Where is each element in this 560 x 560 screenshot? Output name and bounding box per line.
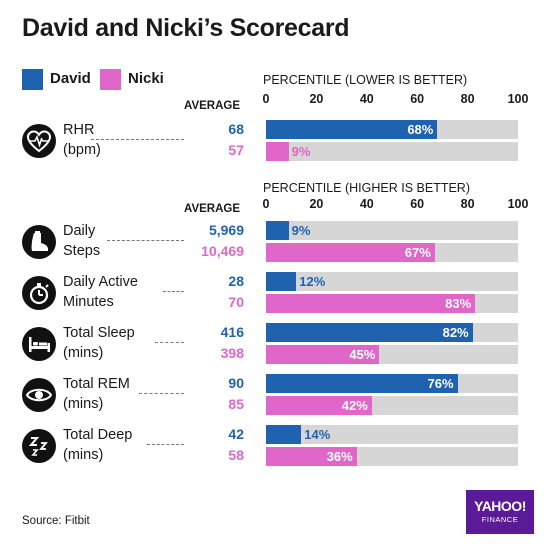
david-bar (266, 221, 289, 240)
david-average-value: 68 (228, 121, 244, 137)
nicki-average-value: 70 (228, 294, 244, 310)
logo-line1: YAHOO! (474, 498, 526, 514)
david-bar-label: 9% (291, 223, 311, 238)
heart-pulse-icon (22, 124, 56, 158)
nicki-bar-label: 9% (291, 144, 311, 159)
leader-line (107, 240, 184, 241)
nicki-bar-track (266, 142, 518, 161)
leader-line (139, 393, 184, 394)
tick-label: 60 (410, 197, 425, 211)
david-bar-track (266, 272, 518, 291)
metric-label-line1: Daily Active (63, 274, 138, 290)
leader-line (147, 444, 184, 445)
nicki-average-value: 57 (228, 142, 244, 158)
nicki-bar (266, 447, 357, 466)
metric-label-line2: (bpm) (63, 142, 101, 158)
metric-label-line2: (mins) (63, 396, 104, 412)
legend-label-nicki: Nicki (128, 70, 164, 87)
source-note: Source: Fitbit (22, 515, 90, 527)
axis-title-text: PERCENTILE (263, 181, 342, 195)
nicki-bar-label: 42% (341, 398, 368, 413)
leader-line (163, 291, 184, 292)
metric-label-line2: (mins) (63, 345, 104, 361)
tick-label: 100 (507, 197, 529, 211)
tick-label: 60 (410, 92, 425, 106)
tick-label: 100 (507, 92, 529, 106)
nicki-bar-label: 83% (445, 296, 472, 311)
david-bar (266, 323, 473, 342)
nicki-bar (266, 345, 380, 364)
average-header-lower: AVERAGE (184, 100, 241, 112)
axis-title-lower: PERCENTILE (LOWER IS BETTER) (263, 73, 467, 87)
nicki-bar-label: 45% (349, 347, 376, 362)
zzz-icon (22, 429, 56, 463)
david-bar-label: 76% (427, 376, 454, 391)
nicki-average-value: 10,469 (201, 243, 244, 259)
nicki-bar (266, 294, 476, 313)
tick-label: 0 (262, 92, 270, 106)
david-bar (266, 272, 297, 291)
david-bar-label: 68% (407, 122, 434, 137)
nicki-bar (266, 142, 289, 161)
nicki-bar (266, 243, 435, 262)
metric-label-line2: Minutes (63, 294, 114, 310)
legend-swatch-nicki (100, 69, 121, 90)
tick-label: 0 (262, 197, 270, 211)
tick-label: 80 (460, 92, 475, 106)
tick-label: 20 (309, 92, 324, 106)
tick-label: 40 (359, 197, 374, 211)
axis-note-text: (LOWER IS BETTER) (344, 73, 468, 87)
leader-line (91, 139, 184, 140)
david-bar-label: 12% (299, 274, 326, 289)
average-header-higher: AVERAGE (184, 203, 241, 215)
leader-line (155, 342, 184, 343)
logo-line2: FINANCE (481, 515, 519, 524)
david-average-value: 416 (220, 324, 244, 340)
nicki-average-value: 58 (228, 447, 244, 463)
nicki-bar (266, 396, 372, 415)
david-bar-track (266, 425, 518, 444)
tick-label: 20 (309, 197, 324, 211)
david-average-value: 90 (228, 375, 244, 391)
axis-title-higher: PERCENTILE (HIGHER IS BETTER) (263, 181, 470, 195)
bed-icon (22, 327, 56, 361)
david-bar (266, 120, 438, 139)
tick-label: 80 (460, 197, 475, 211)
david-bar (266, 374, 458, 393)
nicki-bar-label: 67% (404, 245, 431, 260)
nicki-average-value: 85 (228, 396, 244, 412)
david-average-value: 28 (228, 273, 244, 289)
legend-label-david: David (50, 70, 91, 87)
metric-label-line1: Total Sleep (63, 325, 135, 341)
chart-title: David and Nicki’s Scorecard (22, 14, 350, 42)
nicki-bar-label: 36% (326, 449, 353, 464)
david-bar-label: 82% (442, 325, 469, 340)
david-bar-label: 14% (304, 427, 331, 442)
nicki-average-value: 398 (220, 345, 244, 361)
axis-note-text: (HIGHER IS BETTER) (344, 181, 470, 195)
yahoo-finance-logo: YAHOO! FINANCE (466, 490, 534, 534)
stopwatch-icon (22, 276, 56, 310)
legend-swatch-david (22, 69, 43, 90)
axis-title-text: PERCENTILE (263, 73, 342, 87)
tick-label: 40 (359, 92, 374, 106)
david-average-value: 5,969 (208, 222, 244, 238)
david-bar-track (266, 221, 518, 240)
metric-label-line2: (mins) (63, 447, 104, 463)
metric-label-line1: Daily (63, 223, 96, 239)
metric-label-line2: Steps (63, 243, 101, 259)
footprint-icon (22, 225, 56, 259)
david-bar (266, 425, 302, 444)
metric-label-line1: RHR (63, 122, 95, 138)
david-average-value: 42 (228, 426, 244, 442)
eye-icon (22, 378, 56, 412)
metric-label-line1: Total Deep (63, 427, 133, 443)
metric-label-line1: Total REM (63, 376, 130, 392)
